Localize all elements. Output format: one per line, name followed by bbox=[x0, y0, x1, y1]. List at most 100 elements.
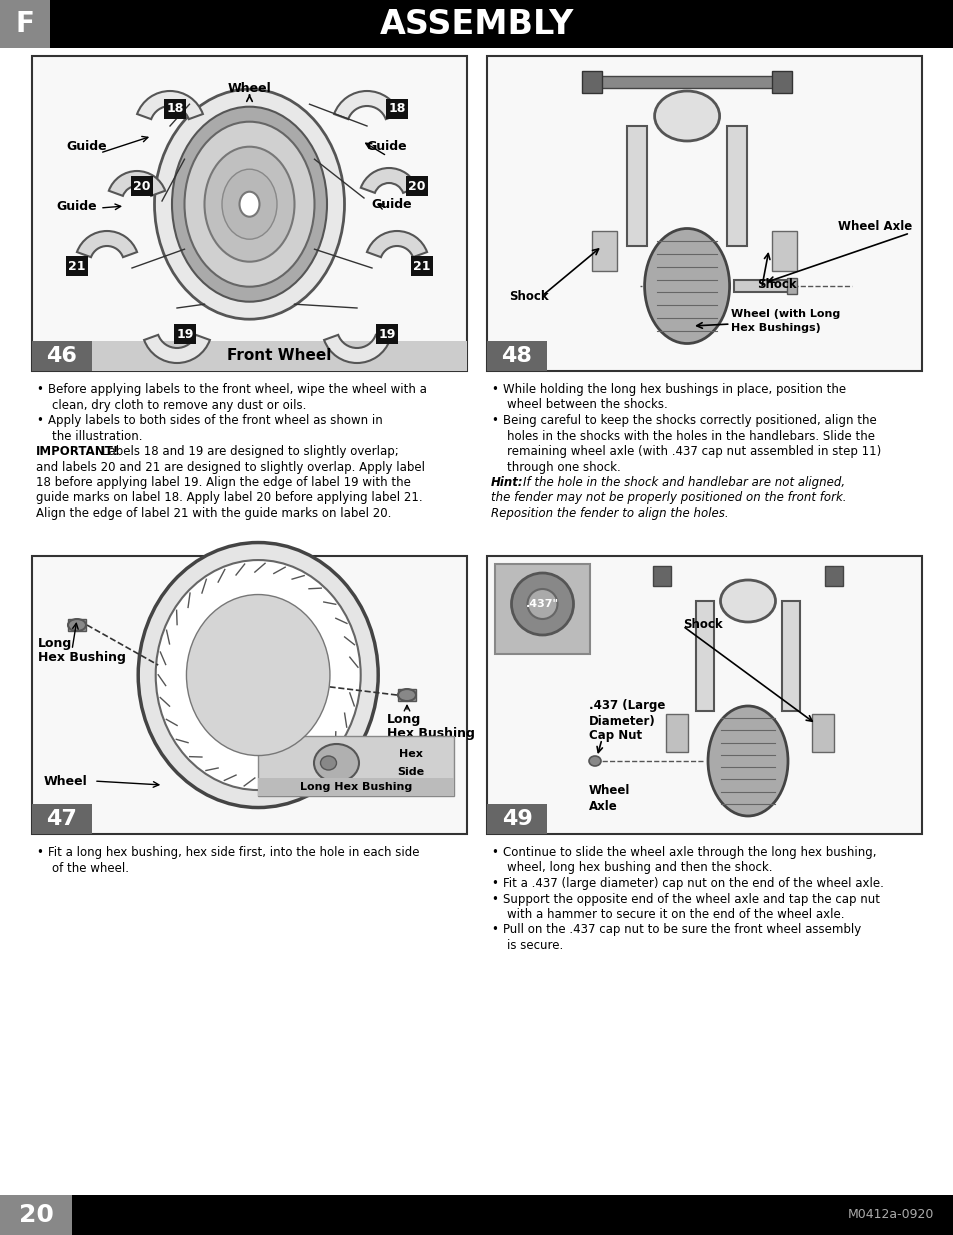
Text: 48: 48 bbox=[501, 346, 532, 366]
Ellipse shape bbox=[239, 191, 259, 216]
Text: Guide: Guide bbox=[56, 200, 97, 212]
Text: Hex Bushing: Hex Bushing bbox=[387, 727, 475, 740]
Text: 21: 21 bbox=[413, 259, 431, 273]
Bar bbox=[0, 0, 953, 48]
Text: F: F bbox=[15, 10, 34, 38]
Ellipse shape bbox=[588, 756, 600, 766]
Text: Hex: Hex bbox=[398, 748, 422, 760]
Text: Wheel: Wheel bbox=[44, 776, 88, 788]
Text: Guide: Guide bbox=[372, 198, 412, 210]
Wedge shape bbox=[334, 91, 399, 119]
Bar bbox=[66, 256, 88, 275]
Wedge shape bbox=[324, 335, 390, 363]
Bar bbox=[597, 77, 777, 88]
Text: Front Wheel: Front Wheel bbox=[227, 348, 332, 363]
Bar bbox=[386, 99, 408, 119]
Text: the illustration.: the illustration. bbox=[52, 430, 142, 442]
Text: .437": .437" bbox=[525, 599, 558, 609]
Bar bbox=[781, 601, 800, 711]
Text: Labels 18 and 19 are designed to slightly overlap;: Labels 18 and 19 are designed to slightl… bbox=[102, 445, 398, 458]
Bar bbox=[652, 566, 670, 585]
Ellipse shape bbox=[397, 689, 416, 701]
Bar bbox=[68, 619, 86, 631]
Ellipse shape bbox=[654, 91, 719, 141]
Text: 21: 21 bbox=[69, 259, 86, 273]
Text: IMPORTANT!: IMPORTANT! bbox=[36, 445, 119, 458]
Text: Wheel (with Long: Wheel (with Long bbox=[730, 309, 839, 319]
Text: •: • bbox=[36, 414, 43, 427]
Text: M0412a-0920: M0412a-0920 bbox=[846, 1209, 933, 1221]
Text: Cap Nut: Cap Nut bbox=[588, 730, 641, 742]
Bar bbox=[375, 324, 397, 345]
Bar bbox=[824, 566, 842, 585]
Bar bbox=[131, 177, 152, 196]
Text: 18 before applying label 19. Align the edge of label 19 with the: 18 before applying label 19. Align the e… bbox=[36, 475, 411, 489]
Ellipse shape bbox=[511, 573, 573, 635]
Text: 19: 19 bbox=[378, 327, 395, 341]
Text: Long: Long bbox=[387, 713, 421, 726]
Wedge shape bbox=[109, 170, 165, 196]
Wedge shape bbox=[367, 231, 427, 257]
Wedge shape bbox=[137, 91, 203, 119]
Text: with a hammer to secure it on the end of the wheel axle.: with a hammer to secure it on the end of… bbox=[506, 908, 843, 921]
Bar bbox=[32, 804, 91, 834]
Bar bbox=[665, 714, 687, 752]
Text: remaining wheel axle (with .437 cap nut assembled in step 11): remaining wheel axle (with .437 cap nut … bbox=[506, 445, 881, 458]
Text: •: • bbox=[491, 877, 497, 890]
Text: of the wheel.: of the wheel. bbox=[52, 862, 129, 874]
Text: 46: 46 bbox=[47, 346, 77, 366]
Text: Before applying labels to the front wheel, wipe the wheel with a: Before applying labels to the front whee… bbox=[48, 383, 426, 396]
Text: Shock: Shock bbox=[509, 289, 548, 303]
Bar bbox=[0, 0, 50, 48]
Bar bbox=[258, 778, 454, 797]
Bar bbox=[811, 714, 833, 752]
Text: clean, dry cloth to remove any dust or oils.: clean, dry cloth to remove any dust or o… bbox=[52, 399, 306, 411]
Text: 20: 20 bbox=[18, 1203, 53, 1228]
Bar bbox=[786, 278, 797, 294]
Bar bbox=[726, 126, 746, 246]
Text: •: • bbox=[491, 893, 497, 905]
Text: Diameter): Diameter) bbox=[588, 715, 655, 727]
Text: Wheel: Wheel bbox=[588, 784, 630, 798]
Text: wheel, long hex bushing and then the shock.: wheel, long hex bushing and then the sho… bbox=[506, 862, 772, 874]
Text: Shock: Shock bbox=[682, 618, 721, 631]
Wedge shape bbox=[144, 335, 210, 363]
Ellipse shape bbox=[68, 619, 86, 631]
Text: Reposition the fender to align the holes.: Reposition the fender to align the holes… bbox=[491, 508, 728, 520]
Text: If the hole in the shock and handlebar are not aligned,: If the hole in the shock and handlebar a… bbox=[522, 475, 844, 489]
Bar bbox=[32, 56, 467, 370]
Wedge shape bbox=[360, 168, 416, 193]
Bar bbox=[91, 341, 467, 370]
Ellipse shape bbox=[707, 706, 787, 816]
Text: •: • bbox=[491, 383, 497, 396]
Text: •: • bbox=[491, 414, 497, 427]
Text: Being careful to keep the shocks correctly positioned, align the: Being careful to keep the shocks correct… bbox=[502, 414, 876, 427]
Bar bbox=[0, 1195, 71, 1235]
Text: and labels 20 and 21 are designed to slightly overlap. Apply label: and labels 20 and 21 are designed to sli… bbox=[36, 461, 424, 473]
Ellipse shape bbox=[320, 756, 336, 769]
Bar bbox=[592, 231, 617, 270]
Ellipse shape bbox=[222, 169, 276, 240]
Text: Hex Bushing: Hex Bushing bbox=[38, 651, 126, 664]
Text: Guide: Guide bbox=[366, 140, 407, 152]
Ellipse shape bbox=[249, 664, 267, 685]
Text: Long Hex Bushing: Long Hex Bushing bbox=[299, 782, 412, 792]
Text: Support the opposite end of the wheel axle and tap the cap nut: Support the opposite end of the wheel ax… bbox=[502, 893, 879, 905]
Bar bbox=[397, 689, 416, 701]
Text: 18: 18 bbox=[166, 103, 184, 116]
Text: .437 (Large: .437 (Large bbox=[588, 699, 664, 713]
Ellipse shape bbox=[172, 106, 327, 301]
Ellipse shape bbox=[204, 147, 294, 262]
Bar bbox=[173, 324, 195, 345]
Ellipse shape bbox=[186, 594, 330, 756]
Text: While holding the long hex bushings in place, position the: While holding the long hex bushings in p… bbox=[502, 383, 845, 396]
Text: •: • bbox=[491, 846, 497, 860]
Text: Side: Side bbox=[396, 767, 424, 777]
Ellipse shape bbox=[202, 611, 314, 739]
Bar bbox=[406, 177, 428, 196]
Text: Fit a long hex bushing, hex side first, into the hole in each side: Fit a long hex bushing, hex side first, … bbox=[48, 846, 419, 860]
Text: ASSEMBLY: ASSEMBLY bbox=[379, 7, 574, 41]
Bar bbox=[164, 99, 186, 119]
Bar bbox=[486, 804, 546, 834]
Bar bbox=[258, 736, 454, 797]
